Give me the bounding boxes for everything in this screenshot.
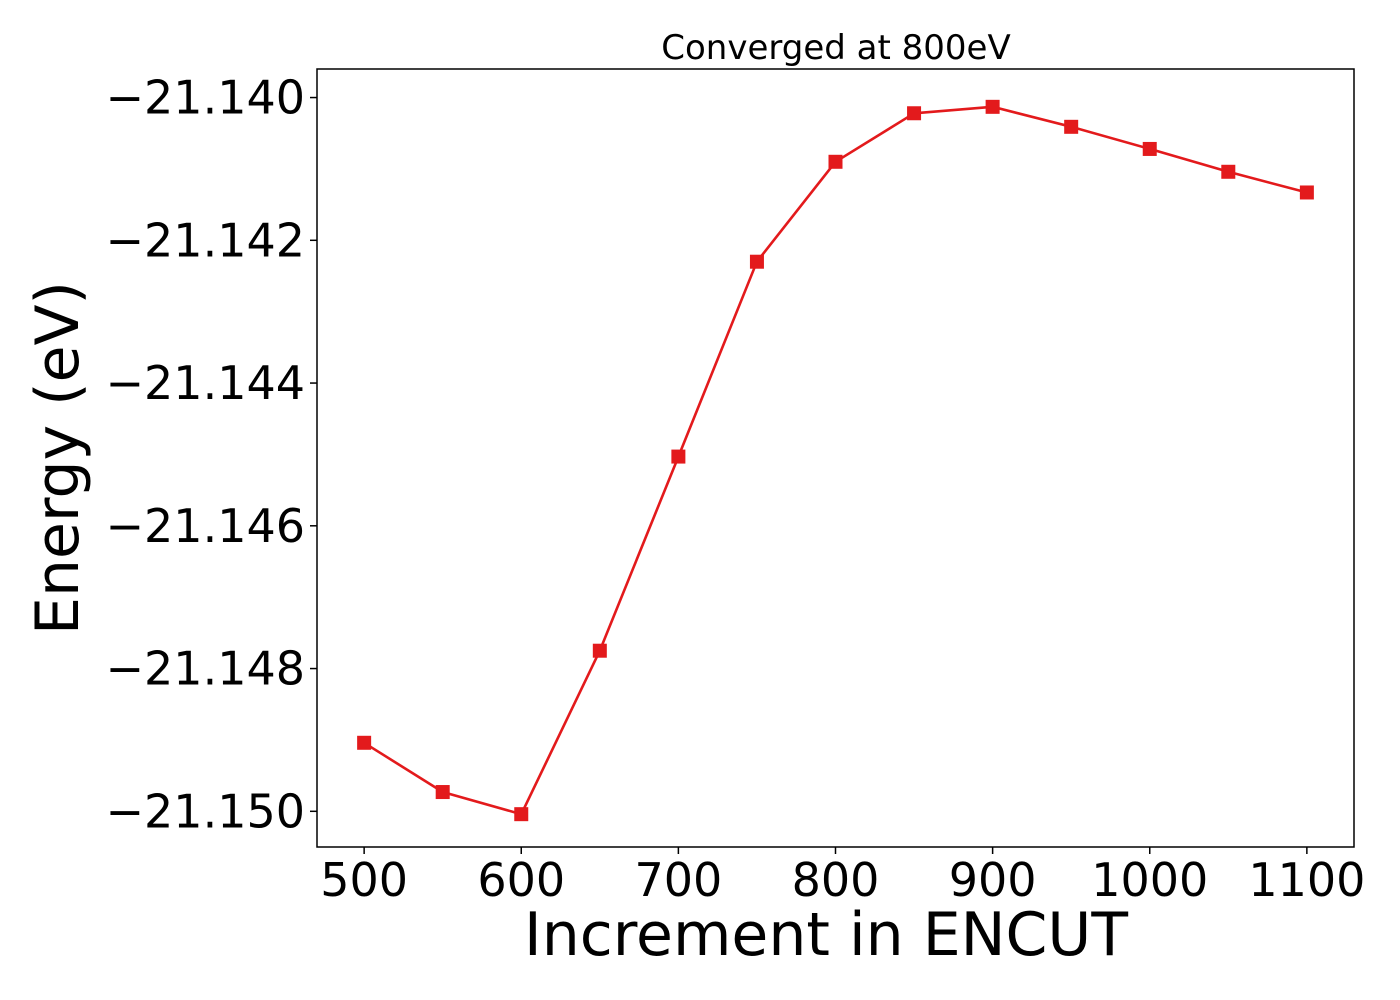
- y-tick-label: −21.148: [106, 642, 306, 696]
- data-point-marker: [435, 785, 450, 800]
- x-tick-label: 800: [792, 853, 880, 907]
- x-tick-label: 1100: [1248, 853, 1365, 907]
- data-point-marker: [1142, 141, 1157, 156]
- data-point-marker: [749, 254, 764, 269]
- y-tick-label: −21.146: [106, 499, 306, 553]
- x-axis: 500 600 700 800 900 1000 1100: [320, 847, 1365, 907]
- data-point-marker: [357, 735, 372, 750]
- data-point-marker: [671, 449, 686, 464]
- data-point-marker: [1299, 185, 1314, 200]
- y-tick-label: −21.144: [106, 356, 306, 410]
- data-point-marker: [985, 99, 1000, 114]
- y-axis: −21.140 −21.142 −21.144 −21.146 −21.148 −21.1…: [106, 71, 317, 838]
- data-point-marker: [1221, 164, 1236, 179]
- data-point-marker: [514, 807, 529, 822]
- y-tick-label: −21.140: [106, 71, 306, 125]
- y-tick-label: −21.150: [106, 784, 306, 838]
- chart-title: Converged at 800eV: [661, 28, 1010, 68]
- y-tick-label: −21.142: [106, 213, 306, 267]
- data-point-marker: [1064, 119, 1079, 134]
- x-tick-label: 600: [477, 853, 565, 907]
- data-point-marker: [592, 643, 607, 658]
- plot-area: [357, 99, 1314, 822]
- x-tick-label: 700: [634, 853, 722, 907]
- data-point-marker: [828, 154, 843, 169]
- y-axis-label: Energy (eV): [23, 281, 93, 635]
- data-point-marker: [907, 106, 922, 121]
- x-tick-label: 1000: [1091, 853, 1208, 907]
- x-tick-label: 900: [949, 853, 1037, 907]
- x-tick-label: 500: [320, 853, 408, 907]
- x-axis-label: Increment in ENCUT: [524, 900, 1128, 970]
